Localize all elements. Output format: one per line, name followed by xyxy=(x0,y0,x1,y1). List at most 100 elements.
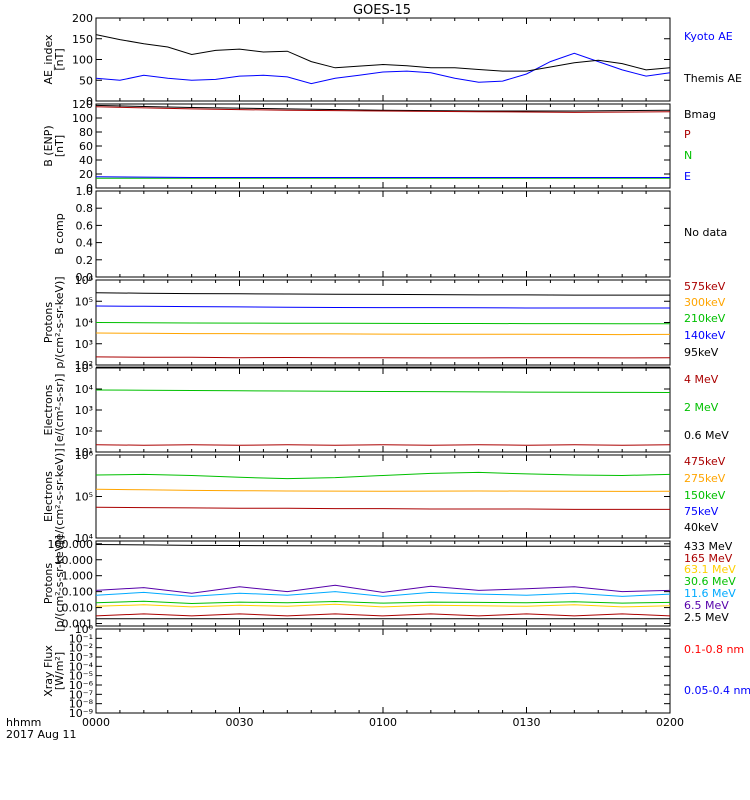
y-tick-label: 10⁶ xyxy=(75,274,94,287)
x-axis-date: 2017 Aug 11 xyxy=(6,728,76,741)
y-tick-label: 0.100 xyxy=(62,586,94,599)
panel-6: 10⁴ 10⁵ 10⁶ Electrons[e/(cm²-s-sr-keV)] 475k… xyxy=(42,448,726,545)
panel-frame xyxy=(95,628,671,714)
series-line-e xyxy=(95,176,670,178)
y-tick-label: 80 xyxy=(79,126,93,139)
y-tick-label: 0.001 xyxy=(62,618,94,631)
legend-entry: 300keV xyxy=(684,296,726,309)
y-tick-label: 0.0 xyxy=(76,271,94,284)
legend-entry: 275keV xyxy=(684,472,726,485)
y-tick-label: 40 xyxy=(79,154,93,167)
y-tick-label: 200 xyxy=(72,12,93,25)
legend-entry: 150keV xyxy=(684,489,726,502)
legend-entry: 63.1 MeV xyxy=(684,563,736,576)
y-tick-label: 10⁴ xyxy=(75,383,94,396)
legend-entry: Kyoto AE xyxy=(684,30,733,43)
figure-title: GOES-15 xyxy=(353,3,411,18)
panel-1: 0 50 100 150 200 AE_index[nT] Kyoto AE Themis A… xyxy=(42,12,742,108)
legend-entry: N xyxy=(684,149,692,162)
series-line-210kev xyxy=(95,322,670,325)
series-line-140kev xyxy=(95,305,670,309)
legend-entry: 4 MeV xyxy=(684,373,719,386)
legend-entry: 40keV xyxy=(684,521,719,534)
series-line-themis-ae xyxy=(95,34,671,72)
y-tick-label: 1.000 xyxy=(62,570,94,583)
series-line-275kev xyxy=(95,488,671,492)
series-line-63-1-mev xyxy=(95,603,671,608)
y-tick-label: 0 xyxy=(86,182,93,195)
y-tick-label: 10⁴ xyxy=(75,532,94,545)
panel-frame xyxy=(95,17,671,102)
panel-frame xyxy=(95,190,671,278)
y-tick-label: 10⁴ xyxy=(75,317,94,330)
y-axis-label: p/(cm²-s-sr-keV)] xyxy=(53,276,66,368)
legend-entry: 475keV xyxy=(684,455,726,468)
x-tick-label: 0000 xyxy=(82,716,110,729)
y-tick-label: 0.8 xyxy=(76,202,94,215)
y-tick-label: 10⁰ xyxy=(75,623,94,636)
y-tick-label: 100.000 xyxy=(48,538,94,551)
y-axis-label: [e/(cm²-s-sr)] xyxy=(53,374,66,447)
legend-entry: 140keV xyxy=(684,329,726,342)
legend-entry: 575keV xyxy=(684,280,726,293)
x-tick-label: 0130 xyxy=(513,716,541,729)
series-line-6-5-mev xyxy=(95,584,671,594)
y-tick-label: 10² xyxy=(75,425,93,438)
y-tick-label: 10⁻⁸ xyxy=(69,698,94,711)
x-axis-label: hhmm xyxy=(6,716,41,729)
panel-3: 0.0 0.2 0.4 0.6 0.8 1.0 B comp No data xyxy=(53,185,727,284)
series-line-30-6-mev xyxy=(95,600,671,605)
y-axis-label: Electrons xyxy=(42,384,55,435)
legend-entry: 2.5 MeV xyxy=(684,611,729,624)
series-line-95kev xyxy=(95,292,670,296)
y-tick-label: 0.4 xyxy=(76,237,94,250)
y-tick-label: 50 xyxy=(79,74,93,87)
panel-frame xyxy=(95,454,671,539)
panel-frame xyxy=(95,540,671,627)
series-line-475kev xyxy=(95,506,670,510)
y-axis-label: [e/(cm²-s-sr-keV)] xyxy=(53,448,66,544)
y-tick-label: 10¹ xyxy=(75,446,93,459)
x-axis: hhmm 2017 Aug 11 0000 0030 0100 0130 0200 xyxy=(6,716,684,741)
y-tick-label: 10.000 xyxy=(55,554,94,567)
y-axis-label: [p/(cm²-s-sr-keV)] xyxy=(53,535,66,632)
legend-entry: P xyxy=(684,128,691,141)
y-axis-label: B (ENP) xyxy=(42,125,55,166)
y-tick-label: 120 xyxy=(72,98,93,111)
series-line-kyoto-ae xyxy=(95,52,671,85)
y-axis-label: Protons xyxy=(42,302,55,343)
y-axis-label: AE_index xyxy=(42,34,55,85)
series-line-433-mev xyxy=(95,544,671,547)
y-tick-label: 10⁵ xyxy=(75,362,93,375)
y-tick-label: 1.0 xyxy=(76,185,94,198)
y-tick-label: 10⁶ xyxy=(75,449,94,462)
y-tick-label: 10⁵ xyxy=(75,491,93,504)
y-tick-label: 0.6 xyxy=(76,219,94,232)
legend-entry: 6.5 MeV xyxy=(684,599,729,612)
y-axis-label: Protons xyxy=(42,563,55,604)
y-tick-label: 100 xyxy=(72,54,93,67)
panel-7: 0.001 0.010 0.100 1.000 10.000 100.000 Protons… xyxy=(42,535,736,632)
y-tick-label: 0.2 xyxy=(76,254,94,267)
x-tick-label: 0030 xyxy=(226,716,254,729)
legend-entry: 0.1-0.8 nm xyxy=(684,643,744,656)
y-tick-label: 10⁻³ xyxy=(69,651,93,664)
legend-entry: 2 MeV xyxy=(684,401,719,414)
legend-entry: 75keV xyxy=(684,505,719,518)
y-tick-label: 10⁻⁵ xyxy=(69,670,93,683)
y-tick-label: 100 xyxy=(72,112,93,125)
y-tick-label: 10⁻⁶ xyxy=(69,679,94,692)
y-tick-label: 10⁻⁴ xyxy=(69,660,94,673)
series-line-p xyxy=(95,106,671,113)
legend-entry: 30.6 MeV xyxy=(684,575,736,588)
legend-entry: 210keV xyxy=(684,312,726,325)
series-line-300kev xyxy=(95,332,671,336)
y-axis-label: [nT] xyxy=(53,48,66,70)
y-tick-label: 10⁻² xyxy=(69,642,93,655)
legend-entry: 0.05-0.4 nm xyxy=(684,684,750,697)
